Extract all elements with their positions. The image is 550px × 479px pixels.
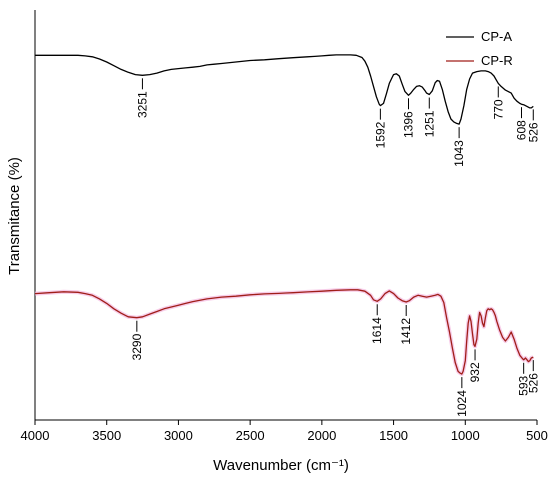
peak-label: 608 (515, 120, 529, 140)
series-line-cp-a (35, 54, 534, 125)
peak-label: 1024 (455, 390, 469, 417)
axes: 4000 3500 3000 2500 2000 1500 1000 500 (21, 10, 548, 443)
x-axis-title: Wavenumber (cm⁻¹) (213, 457, 349, 474)
peak-label: 526 (526, 373, 540, 393)
x-tick-label: 3000 (164, 428, 193, 443)
peak-label: 1251 (422, 110, 436, 137)
series-glow-cp-r (34, 287, 535, 377)
legend: CP-A CP-R (446, 29, 513, 68)
peak-label: 1412 (399, 318, 413, 345)
peak-label: 3251 (135, 91, 149, 118)
peak-label: 1043 (452, 140, 466, 167)
peak-label: 3290 (130, 333, 144, 360)
peak-label: 593 (517, 375, 531, 395)
y-axis-title: Transmitance (%) (6, 157, 23, 275)
peak-label: 932 (468, 362, 482, 382)
peak-label: 1614 (370, 317, 384, 344)
series-lines (34, 54, 535, 377)
peak-label: 526 (526, 122, 540, 142)
x-tick-label: 1000 (451, 428, 480, 443)
peak-label: 1592 (373, 121, 387, 148)
series-line-cp-r (34, 289, 534, 375)
x-tick-label: 4000 (21, 428, 50, 443)
x-tick-label: 3500 (92, 428, 121, 443)
legend-label-cp-a: CP-A (481, 29, 512, 44)
peak-label: 770 (491, 99, 505, 119)
legend-label-cp-r: CP-R (481, 53, 513, 68)
x-tick-label: 2500 (236, 428, 265, 443)
peak-label: 1396 (401, 111, 415, 138)
x-tick-label: 1500 (379, 428, 408, 443)
x-tick-label: 2000 (307, 428, 336, 443)
x-tick-label: 500 (526, 428, 548, 443)
